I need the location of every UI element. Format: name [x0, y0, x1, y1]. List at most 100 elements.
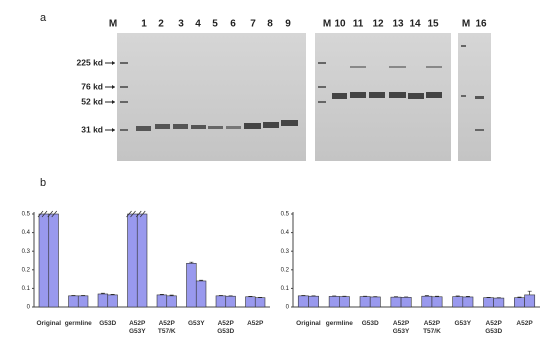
lane-label: 10: [334, 19, 346, 30]
axis-break: [37, 210, 48, 218]
bar: [462, 296, 474, 308]
bar: [514, 297, 525, 308]
arrow-head: [112, 61, 115, 65]
gel-bands: [120, 45, 484, 131]
error-bar: [110, 294, 115, 295]
x-tick-label: germline: [64, 320, 92, 327]
lane-label: 7: [250, 19, 256, 30]
lane-label: 3: [178, 19, 184, 30]
error-bar: [424, 295, 429, 297]
x-tick-label: G53Y: [454, 320, 472, 327]
error-bar: [435, 295, 440, 297]
axis-break: [135, 210, 146, 218]
error-bar: [465, 296, 470, 297]
x-tick-label: A52P G53D: [485, 320, 503, 335]
gel: [117, 33, 306, 161]
size-marker: 225 kd: [77, 57, 103, 67]
lane-label: M: [462, 19, 470, 30]
arrow-head: [112, 100, 115, 104]
lane-label: 1: [141, 19, 147, 30]
bar: [328, 296, 340, 308]
size-marker: 76 kd: [81, 81, 103, 91]
y-tick-label: 0.1: [281, 286, 290, 292]
x-tick-label: A52P: [247, 320, 264, 327]
x-tick-label: A52P G53D: [217, 320, 235, 335]
lane-label: 13: [392, 19, 404, 30]
panel-label: a: [40, 12, 47, 24]
lane-label: 15: [427, 19, 439, 30]
bar: [68, 295, 79, 308]
bar: [400, 297, 412, 308]
error-bar: [527, 290, 532, 295]
lane-label: 11: [353, 19, 364, 30]
arrow-head: [112, 128, 115, 132]
lane-label: 5: [212, 19, 218, 30]
x-tick-label: A52P: [516, 320, 533, 327]
y-tick-label: 0.2: [22, 267, 31, 273]
bar: [297, 295, 309, 308]
x-tick-label: G53D: [361, 320, 379, 327]
bar: [245, 296, 256, 308]
x-tick-label: A52P G53Y: [128, 320, 146, 335]
x-tick-label: Original: [296, 320, 321, 327]
bar: [77, 295, 89, 308]
bar: [359, 296, 371, 308]
panel-label: b: [40, 177, 46, 189]
x-tick-label: A52P G53Y: [392, 320, 410, 335]
bar: [483, 297, 494, 308]
x-tick-label: A52P T57/K: [423, 320, 441, 335]
lane-label: 14: [409, 19, 421, 30]
axis-break: [126, 210, 136, 218]
error-bar: [199, 279, 204, 281]
y-tick-label: 0.5: [281, 212, 290, 218]
y-tick-label: 0.4: [22, 230, 31, 236]
bar: [127, 213, 138, 308]
bar: [369, 296, 381, 308]
x-tick-label: G53Y: [187, 320, 205, 327]
lane-label: M: [109, 19, 117, 30]
x-tick-label: G53D: [99, 320, 117, 327]
lane-label: 2: [158, 19, 164, 30]
lane-label: M: [323, 19, 331, 30]
bar: [156, 294, 168, 308]
y-tick-label: 0.1: [22, 286, 31, 292]
lane-label: 4: [195, 19, 201, 30]
error-bar: [189, 261, 194, 264]
axis-break: [47, 210, 58, 218]
bar: [107, 294, 118, 308]
bar: [186, 262, 197, 308]
error-bar: [169, 294, 174, 296]
lane-label: 16: [475, 19, 487, 30]
x-tick-label: Original: [36, 320, 62, 327]
bar: [136, 213, 148, 308]
y-tick-label: 0.4: [281, 230, 290, 236]
bar: [452, 296, 464, 308]
y-tick-label: 0.5: [22, 212, 31, 218]
bar: [421, 295, 433, 308]
lane-label: 6: [230, 19, 236, 30]
arrow-head: [112, 85, 115, 89]
y-tick-label: 0.3: [22, 249, 31, 255]
bar: [225, 295, 236, 308]
bar: [390, 296, 402, 308]
error-bar: [100, 292, 105, 294]
bar: [308, 295, 319, 308]
bar: [431, 296, 443, 308]
size-marker: 52 kd: [81, 96, 103, 106]
bar: [339, 296, 350, 308]
lane-label: 8: [267, 19, 273, 30]
bar: [215, 295, 227, 308]
bar: [493, 297, 505, 308]
y-tick-label: 0.3: [281, 249, 290, 255]
error-bar: [455, 295, 460, 297]
y-tick-label: 0: [27, 305, 31, 311]
lane-label: 12: [372, 19, 384, 30]
x-tick-label: germline: [325, 320, 353, 327]
error-bar: [159, 294, 164, 295]
bar: [166, 295, 177, 308]
size-marker: 31 kd: [81, 124, 103, 134]
bar: [254, 297, 266, 308]
x-tick-label: A52P T57/K: [157, 320, 176, 335]
